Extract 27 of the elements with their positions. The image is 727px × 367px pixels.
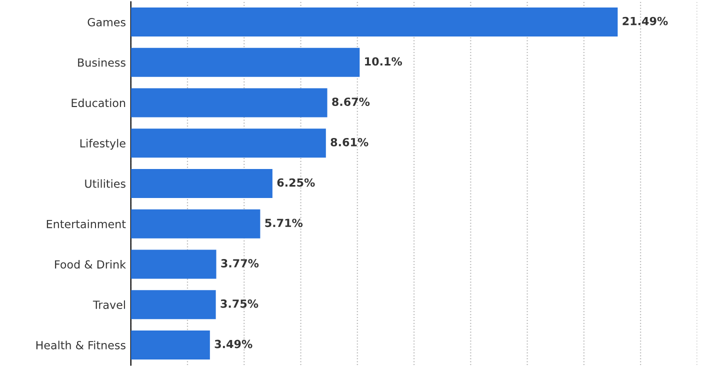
y-tick-label: Entertainment bbox=[46, 220, 126, 228]
y-tick-label: Games bbox=[88, 18, 126, 26]
bar bbox=[130, 168, 272, 198]
y-tick-label: Food & Drink bbox=[55, 260, 126, 269]
data-label: 6.25% bbox=[277, 178, 315, 187]
bar bbox=[130, 250, 216, 279]
data-label: 3.49% bbox=[214, 340, 252, 348]
bar bbox=[130, 88, 328, 118]
bar bbox=[130, 290, 216, 320]
y-tick-label: Lifestyle bbox=[80, 138, 126, 150]
data-label: 3.77% bbox=[221, 259, 259, 268]
bar bbox=[130, 128, 326, 158]
data-label: 5.71% bbox=[265, 218, 303, 228]
bar bbox=[130, 330, 210, 360]
data-label: 21.49% bbox=[622, 16, 668, 26]
y-tick-label: Health & Fitness bbox=[36, 340, 126, 350]
y-tick-label: Business bbox=[78, 58, 126, 67]
y-tick-label: Travel bbox=[92, 300, 125, 309]
data-label: 8.67% bbox=[332, 98, 370, 106]
y-tick-label: Education bbox=[72, 98, 126, 108]
data-label: 3.75% bbox=[220, 299, 258, 308]
data-label: 8.61% bbox=[330, 138, 368, 146]
y-tick-label: Utilities bbox=[85, 179, 126, 188]
data-label: 10.1% bbox=[365, 57, 402, 66]
bar bbox=[130, 209, 260, 238]
bar bbox=[130, 48, 360, 77]
bar bbox=[130, 7, 618, 37]
